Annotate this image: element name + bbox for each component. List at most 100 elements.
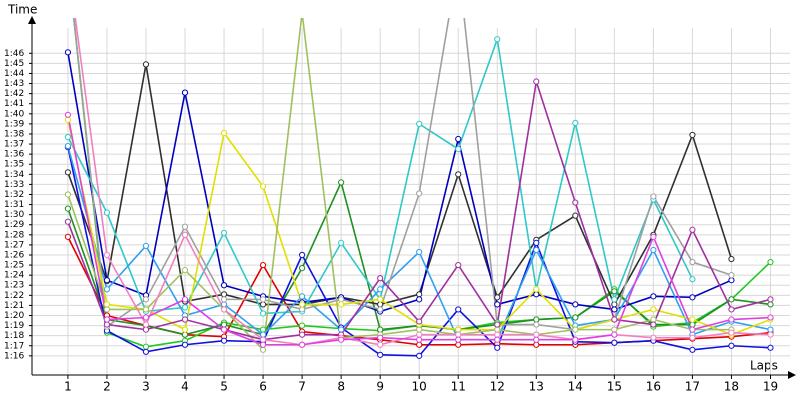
y-tick-label: 1:42 — [4, 89, 24, 99]
data-point — [650, 316, 657, 323]
data-point — [689, 258, 696, 266]
data-point — [455, 146, 462, 153]
y-tick-label: 1:44 — [4, 69, 24, 79]
data-point — [494, 344, 501, 351]
data-point — [181, 267, 189, 274]
data-point — [533, 239, 540, 246]
data-point — [259, 346, 267, 353]
data-point — [103, 277, 111, 284]
data-point — [416, 190, 423, 197]
data-point — [142, 61, 150, 68]
x-tick-label: 8 — [337, 380, 345, 394]
x-tick-label: 16 — [646, 380, 661, 394]
data-point — [689, 346, 696, 353]
series-line — [67, 18, 732, 352]
data-point — [416, 331, 423, 338]
data-point — [533, 316, 540, 323]
data-point — [455, 135, 462, 143]
y-tick-label: 1:25 — [4, 261, 24, 271]
x-axis-label: Laps — [750, 359, 778, 373]
data-point — [611, 316, 618, 323]
data-point — [377, 351, 384, 358]
y-tick-label: 1:17 — [4, 341, 24, 351]
y-tick-label: 1:32 — [4, 190, 24, 200]
data-point — [377, 306, 384, 313]
y-tick-label: 1:31 — [4, 200, 24, 210]
data-point — [689, 131, 696, 139]
y-tick-label: 1:45 — [4, 59, 24, 69]
data-point — [377, 334, 384, 341]
data-point — [728, 296, 735, 303]
data-point — [220, 301, 228, 308]
data-point — [533, 246, 540, 254]
data-point — [142, 296, 150, 303]
y-axis-arrow — [28, 16, 36, 24]
data-point — [572, 326, 579, 333]
plot-area — [64, 10, 774, 359]
data-point — [181, 231, 189, 238]
data-point — [572, 119, 579, 126]
data-point — [64, 116, 72, 123]
y-tick-label: 1:33 — [4, 180, 24, 190]
data-point — [259, 310, 267, 317]
data-point — [259, 183, 267, 190]
data-point — [377, 286, 384, 293]
data-point — [533, 331, 540, 338]
data-point — [338, 239, 345, 246]
data-point — [338, 296, 345, 303]
series-line — [73, 18, 732, 331]
data-point — [416, 341, 423, 348]
data-point — [220, 282, 228, 289]
data-point — [689, 276, 696, 283]
data-point — [181, 304, 189, 311]
data-point — [533, 286, 540, 293]
data-point — [650, 293, 657, 300]
data-point — [533, 321, 540, 328]
data-point — [64, 233, 72, 240]
y-tick-label: 1:19 — [4, 321, 24, 331]
data-point — [494, 331, 501, 338]
data-point — [650, 246, 657, 254]
data-point — [64, 191, 72, 198]
data-point — [259, 341, 267, 348]
data-point — [259, 336, 267, 343]
data-point — [64, 169, 72, 176]
x-tick-label: 3 — [142, 380, 150, 394]
data-point — [689, 321, 696, 328]
data-point — [494, 326, 501, 333]
data-point — [103, 306, 111, 313]
x-tick-label: 15 — [607, 380, 622, 394]
data-point — [220, 129, 228, 137]
data-point — [300, 10, 305, 15]
data-point — [181, 331, 189, 338]
x-tick-label: 10 — [412, 380, 427, 394]
data-point — [220, 296, 228, 303]
data-point — [416, 352, 423, 359]
data-point — [611, 296, 618, 303]
data-point — [416, 248, 423, 256]
data-point — [142, 321, 150, 328]
data-point — [142, 306, 150, 313]
data-point — [142, 326, 150, 333]
data-point — [259, 296, 267, 303]
data-point — [377, 275, 384, 282]
y-tick-label: 1:46 — [4, 49, 24, 59]
x-tick-label: 14 — [568, 380, 583, 394]
data-point — [767, 258, 774, 266]
y-tick-label: 1:35 — [4, 160, 24, 170]
y-tick-label: 1:21 — [4, 301, 24, 311]
data-point — [728, 255, 735, 263]
x-tick-label: 17 — [685, 380, 700, 394]
data-point — [103, 321, 111, 328]
x-tick-label: 6 — [259, 380, 267, 394]
y-tick-label: 1:20 — [4, 311, 24, 321]
data-point — [572, 314, 579, 321]
data-point — [611, 301, 618, 308]
x-tick-label: 5 — [220, 380, 228, 394]
x-tick-label: 1 — [64, 380, 72, 394]
grid — [32, 28, 790, 375]
data-point — [299, 306, 306, 313]
data-point — [181, 89, 189, 96]
data-point — [416, 326, 423, 333]
data-point — [728, 342, 735, 349]
